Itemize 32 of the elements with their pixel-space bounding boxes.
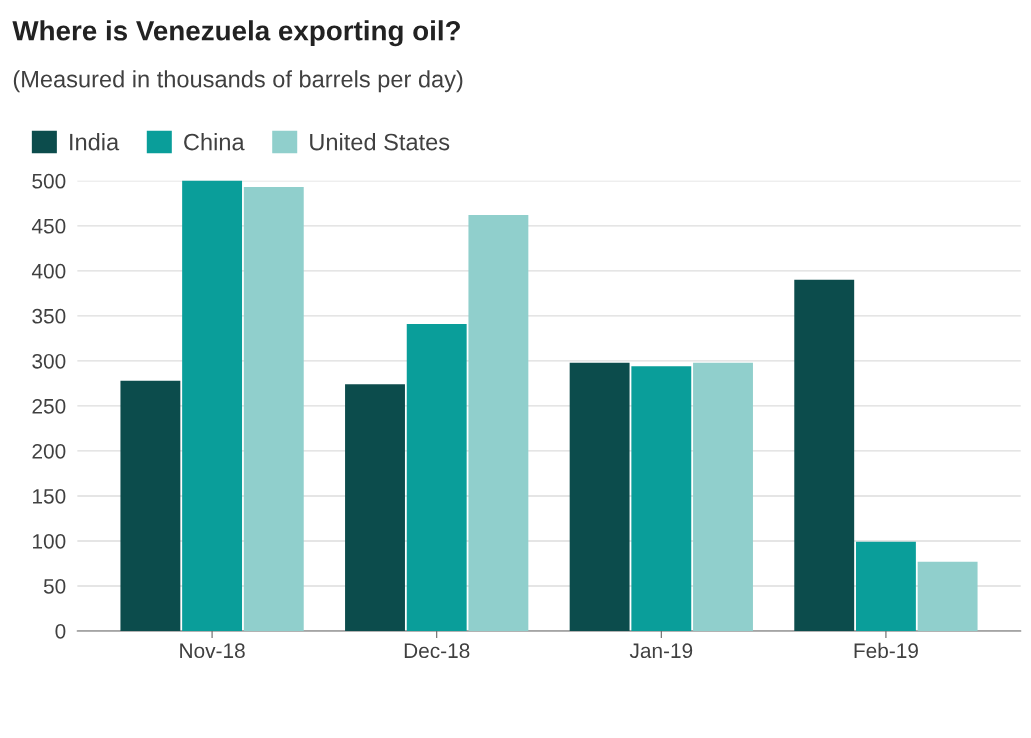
y-tick-label: 450 xyxy=(31,218,66,234)
x-tick-label: Dec-18 xyxy=(404,643,470,659)
y-tick-label: 300 xyxy=(32,353,66,369)
y-tick-label: 50 xyxy=(43,578,66,594)
x-tick-label: Nov-18 xyxy=(180,643,245,659)
y-tick-label: 150 xyxy=(33,488,66,504)
y-tick-label: 200 xyxy=(32,443,66,459)
y-tick-label: 100 xyxy=(33,533,66,549)
bar xyxy=(855,541,916,631)
x-tick-label: Jan-19 xyxy=(629,643,693,659)
y-tick-label: 350 xyxy=(32,308,66,324)
y-tick-label: 400 xyxy=(31,263,66,279)
y-tick-label: 250 xyxy=(32,398,66,414)
bar xyxy=(468,215,529,631)
bar xyxy=(120,380,181,631)
bar xyxy=(569,362,630,631)
bar xyxy=(345,384,405,631)
bar xyxy=(406,323,467,631)
bar xyxy=(182,180,243,631)
chart-title: Where is Venezuela exporting oil? xyxy=(12,20,460,47)
bar xyxy=(917,561,978,631)
legend-label: China xyxy=(184,133,245,151)
legend-label: United States xyxy=(310,133,450,151)
legend-label: India xyxy=(70,133,120,151)
bar xyxy=(631,366,692,631)
y-tick-label: 0 xyxy=(55,623,66,639)
x-tick-label: Feb-19 xyxy=(854,642,918,659)
bar xyxy=(693,362,753,631)
bar xyxy=(243,187,304,631)
y-tick-label: 500 xyxy=(32,173,66,189)
chart-subtitle: (Measured in thousands of barrels per day) xyxy=(13,70,463,93)
bar xyxy=(794,279,855,631)
